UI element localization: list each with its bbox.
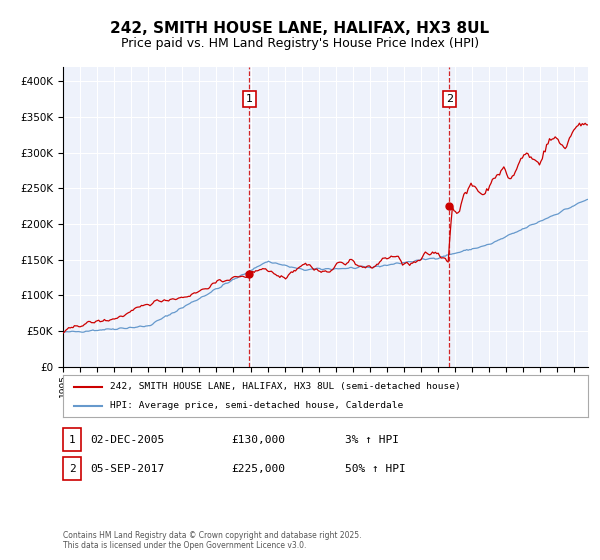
Text: 02-DEC-2005: 02-DEC-2005	[90, 435, 164, 445]
Text: Price paid vs. HM Land Registry's House Price Index (HPI): Price paid vs. HM Land Registry's House …	[121, 37, 479, 50]
Text: 3% ↑ HPI: 3% ↑ HPI	[345, 435, 399, 445]
Text: 1: 1	[245, 94, 253, 104]
Text: Contains HM Land Registry data © Crown copyright and database right 2025.
This d: Contains HM Land Registry data © Crown c…	[63, 530, 361, 550]
Text: 2: 2	[68, 464, 76, 474]
Text: 242, SMITH HOUSE LANE, HALIFAX, HX3 8UL: 242, SMITH HOUSE LANE, HALIFAX, HX3 8UL	[110, 21, 490, 36]
Text: £225,000: £225,000	[231, 464, 285, 474]
Text: 1: 1	[68, 435, 76, 445]
Text: 2: 2	[446, 94, 453, 104]
Text: 242, SMITH HOUSE LANE, HALIFAX, HX3 8UL (semi-detached house): 242, SMITH HOUSE LANE, HALIFAX, HX3 8UL …	[110, 382, 461, 391]
Text: HPI: Average price, semi-detached house, Calderdale: HPI: Average price, semi-detached house,…	[110, 402, 404, 410]
Text: 50% ↑ HPI: 50% ↑ HPI	[345, 464, 406, 474]
Text: £130,000: £130,000	[231, 435, 285, 445]
Text: 05-SEP-2017: 05-SEP-2017	[90, 464, 164, 474]
